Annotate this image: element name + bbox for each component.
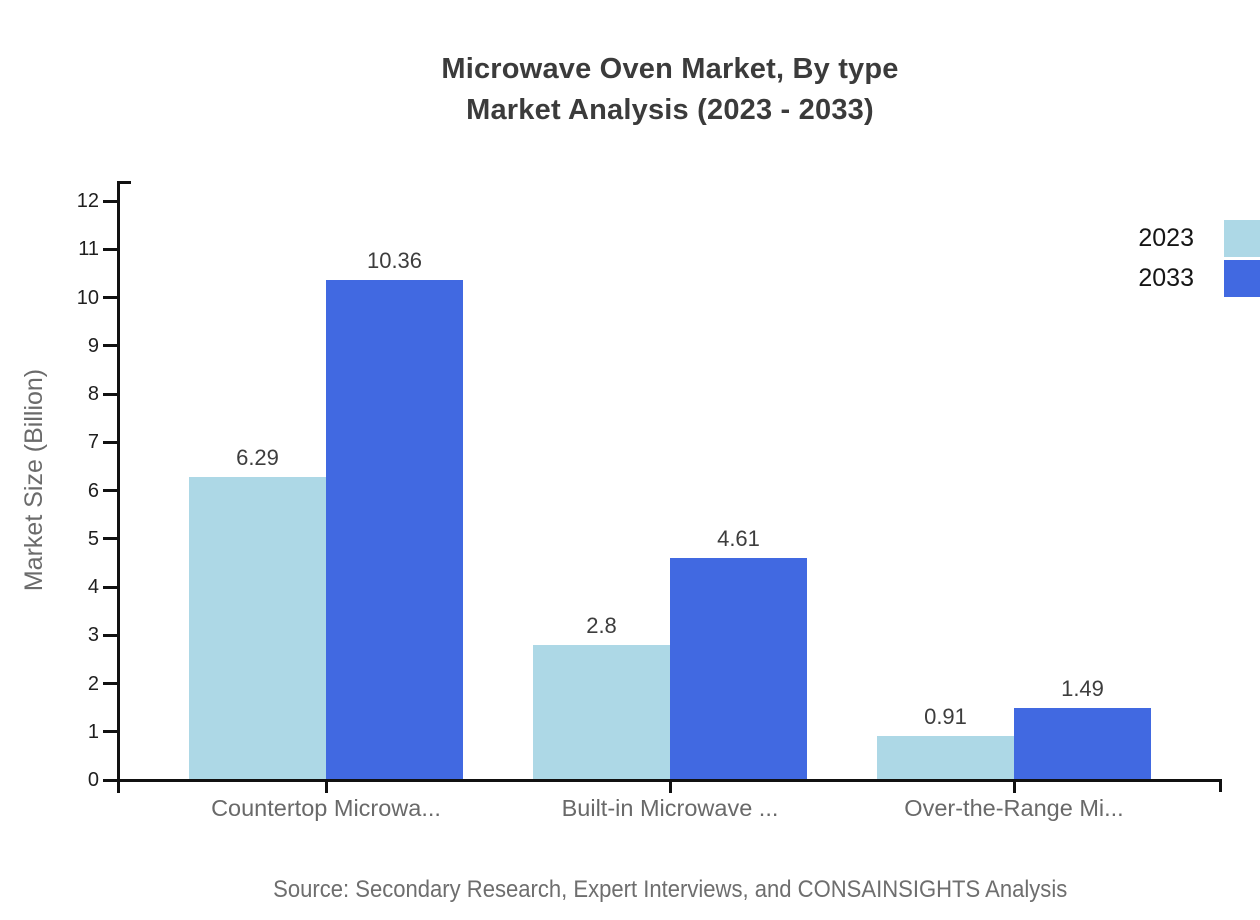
y-axis-tick-label-2: 2 [87, 672, 99, 695]
y-axis-tick-3 [103, 633, 118, 637]
y-axis-tick-label-1: 1 [87, 720, 99, 743]
y-axis-line [117, 181, 120, 793]
x-axis-end-tick [1219, 779, 1222, 792]
legend-swatch-2033 [1224, 260, 1260, 297]
y-axis-tick-10 [103, 296, 118, 299]
x-axis-tick-0 [324, 780, 328, 793]
chart-title-line1: Microwave Oven Market, By type [441, 53, 899, 85]
y-axis-tick-label-0: 0 [87, 769, 99, 791]
y-axis-tick-label-11: 11 [78, 238, 99, 261]
chart-title-line2: Market Analysis (2023 - 2033) [466, 94, 874, 126]
y-axis-tick-label-10: 10 [76, 286, 99, 309]
value-label-2033-category-1: 4.61 [717, 525, 760, 551]
value-label-2023-category-0: 6.29 [236, 444, 279, 470]
x-axis-category-label-2: Over-the-Range Mi... [904, 795, 1124, 821]
legend-label-2033: 2033 [1138, 264, 1194, 292]
y-axis-tick-label-12: 12 [76, 190, 99, 212]
y-axis-tick-0 [103, 778, 118, 782]
source-attribution: Source: Secondary Research, Expert Inter… [272, 876, 1068, 903]
y-axis-tick-label-9: 9 [87, 334, 99, 357]
legend-item-2033: 2033 [1138, 260, 1260, 297]
value-label-2033-category-0: 10.36 [366, 248, 423, 274]
y-axis-tick-label-8: 8 [87, 383, 99, 405]
y-axis-tick-12 [103, 199, 118, 203]
y-axis-top-cap [117, 181, 131, 184]
y-axis-tick-label-5: 5 [87, 527, 99, 550]
x-axis-tick-2 [1012, 780, 1016, 793]
y-axis-tick-8 [103, 392, 118, 396]
x-axis-category-label-0: Countertop Microwa... [211, 795, 441, 821]
y-axis-tick-7 [103, 440, 118, 444]
legend-item-2023: 2023 [1138, 220, 1260, 257]
value-label-2023-category-1: 2.8 [586, 612, 617, 638]
y-axis-tick-5 [103, 537, 118, 541]
y-axis-tick-label-4: 4 [87, 576, 99, 598]
bar-2023-category-2 [877, 736, 1014, 780]
y-axis-tick-9 [103, 344, 118, 348]
y-axis-tick-4 [103, 585, 118, 589]
y-axis-tick-label-6: 6 [87, 479, 99, 502]
y-axis-tick-6 [103, 489, 118, 492]
y-axis-tick-1 [103, 730, 118, 734]
bar-2023-category-0 [189, 476, 326, 780]
y-axis-tick-label-7: 7 [87, 431, 99, 454]
legend-label-2023: 2023 [1138, 224, 1194, 252]
legend: 2023 2033 [1138, 220, 1260, 297]
value-label-2033-category-2: 1.49 [1061, 676, 1104, 702]
y-axis-tick-2 [103, 682, 118, 685]
bar-2033-category-1 [670, 557, 807, 780]
legend-swatch-2023 [1224, 220, 1260, 257]
bar-2033-category-2 [1014, 708, 1151, 780]
x-axis-category-label-1: Built-in Microwave ... [561, 795, 779, 821]
bar-2023-category-1 [533, 644, 670, 780]
x-axis-line [117, 779, 1222, 782]
y-axis-tick-11 [103, 247, 118, 251]
bar-2033-category-0 [326, 280, 463, 780]
x-axis-tick-1 [668, 780, 672, 793]
y-axis-tick-label-3: 3 [87, 624, 99, 647]
value-label-2023-category-2: 0.91 [924, 704, 967, 730]
chart-title: Microwave Oven Market, By type Market An… [118, 49, 1222, 131]
